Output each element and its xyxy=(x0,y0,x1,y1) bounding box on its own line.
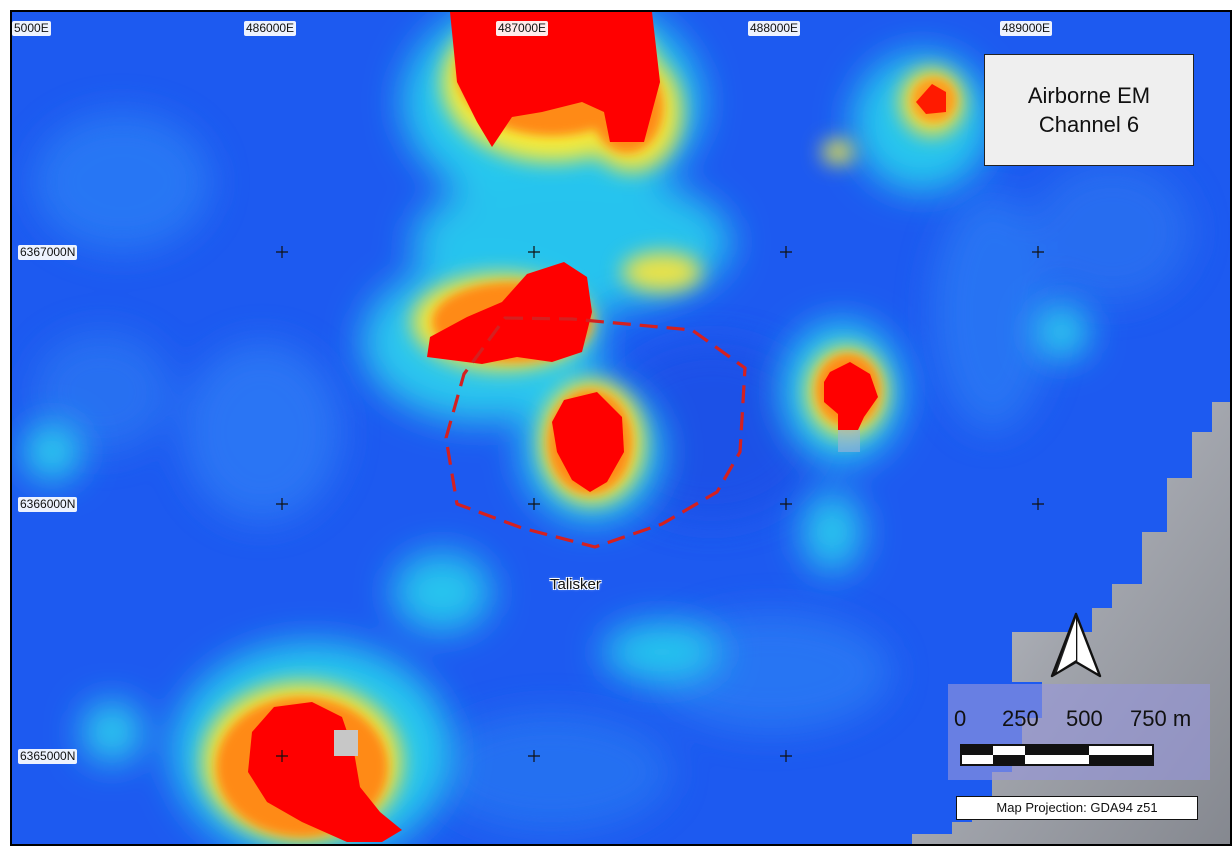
projection-label: Map Projection: GDA94 z51 xyxy=(956,796,1198,820)
easting-label: 488000E xyxy=(748,21,801,36)
map-frame: 5000E 486000E 487000E 488000E 489000E 63… xyxy=(10,10,1232,846)
anomaly-cores xyxy=(248,12,946,842)
scale-label: 250 xyxy=(1002,706,1039,731)
scale-label: 0 xyxy=(954,706,967,731)
scale-label: 500 xyxy=(1066,706,1103,731)
northing-label: 6367000N xyxy=(18,245,78,260)
scale-label: 750 m xyxy=(1130,706,1192,731)
northing-label: 6365000N xyxy=(18,749,78,764)
talisker-prospect-outline xyxy=(444,316,747,549)
easting-label: 487000E xyxy=(496,21,549,36)
north-arrow-icon xyxy=(1050,612,1102,678)
scale-bar: 0 250 500 750 m xyxy=(948,684,1210,780)
graticule-crosses xyxy=(276,246,1044,762)
easting-label: 486000E xyxy=(244,21,297,36)
map-title-line-1: Airborne EM xyxy=(1027,83,1151,108)
place-label-talisker: Talisker xyxy=(550,576,601,593)
easting-label: 489000E xyxy=(1000,21,1053,36)
map-title-box: Airborne EM Channel 6 xyxy=(984,54,1194,166)
scale-bar-graphic xyxy=(960,744,1154,766)
easting-label: 5000E xyxy=(12,21,51,36)
northing-label: 6366000N xyxy=(18,497,78,512)
map-title-line-2: Channel 6 xyxy=(1038,112,1140,137)
